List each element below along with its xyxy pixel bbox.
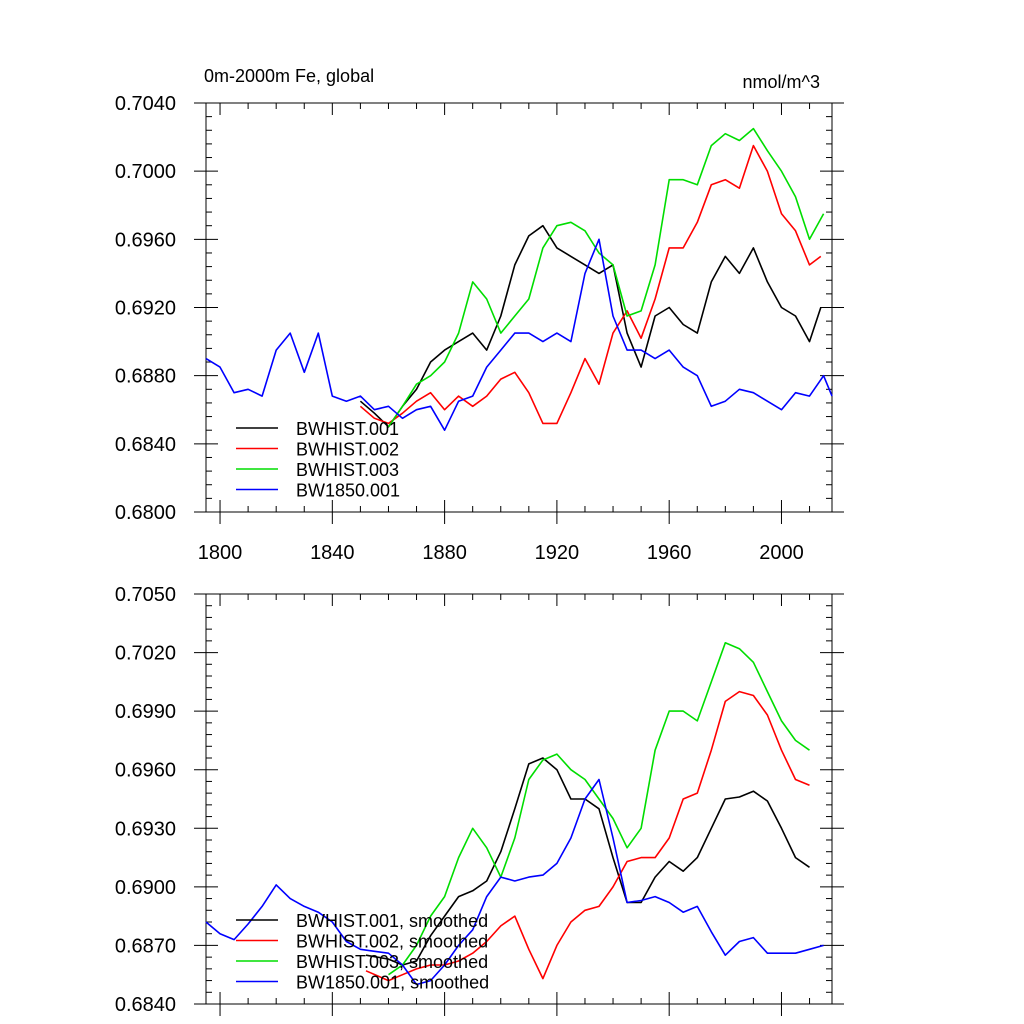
legend-label: BWHIST.001, smoothed (296, 911, 488, 931)
x-tick-label: 2000 (759, 542, 804, 564)
legend-label: BWHIST.003 (296, 460, 399, 480)
y-tick-label: 0.6840 (115, 994, 176, 1016)
plot-frame (205, 593, 833, 1005)
bottom-panel: 0.6840 0.6870 0.6900 0.6930 0.6960 0.6990 0.70… (115, 584, 844, 1016)
top-panel: 1800 1840 1880 1920 1960 2000 0.6800 0.6840 0.68… (115, 66, 844, 564)
legend-label: BWHIST.001 (296, 419, 399, 439)
series-line (205, 238, 833, 432)
series-line (359, 224, 822, 428)
y-tick-label: 0.7020 (115, 643, 176, 665)
x-tick-label: 1960 (647, 542, 692, 564)
y-tick-label: 0.6930 (115, 818, 176, 840)
legend-label: BWHIST.002, smoothed (296, 932, 488, 952)
y-tick-label: 0.6800 (115, 502, 176, 524)
x-tick-label: 1880 (422, 542, 467, 564)
y-tick-label: 0.6920 (115, 298, 176, 320)
legend-label: BWHIST.003, smoothed (296, 952, 488, 972)
series-line (387, 127, 825, 428)
y-tick-label: 0.7050 (115, 584, 176, 606)
series-line (365, 757, 810, 966)
y-tick-label: 0.7040 (115, 93, 176, 115)
y-tick-label: 0.6870 (115, 935, 176, 957)
y-tick-label: 0.6960 (115, 760, 176, 782)
y-tick-label: 0.7000 (115, 161, 176, 183)
y-tick-label: 0.6990 (115, 701, 176, 723)
legend-label: BW1850.001, smoothed (296, 973, 489, 993)
series-line (359, 144, 822, 425)
y-tick-label: 0.6960 (115, 229, 176, 251)
x-tick-label: 1920 (535, 542, 580, 564)
series-line (205, 778, 824, 986)
series-line (365, 690, 810, 982)
legend-label: BW1850.001 (296, 481, 400, 501)
x-tick-label: 1840 (310, 542, 355, 564)
chart-title: 0m-2000m Fe, global (204, 66, 374, 86)
legend-label: BWHIST.002 (296, 440, 399, 460)
y-tick-label: 0.6880 (115, 366, 176, 388)
series-line (388, 641, 810, 976)
x-tick-label: 1800 (198, 542, 243, 564)
y-tick-label: 0.6900 (115, 877, 176, 899)
units-label: nmol/m^3 (743, 72, 820, 92)
y-tick-label: 0.6840 (115, 434, 176, 456)
